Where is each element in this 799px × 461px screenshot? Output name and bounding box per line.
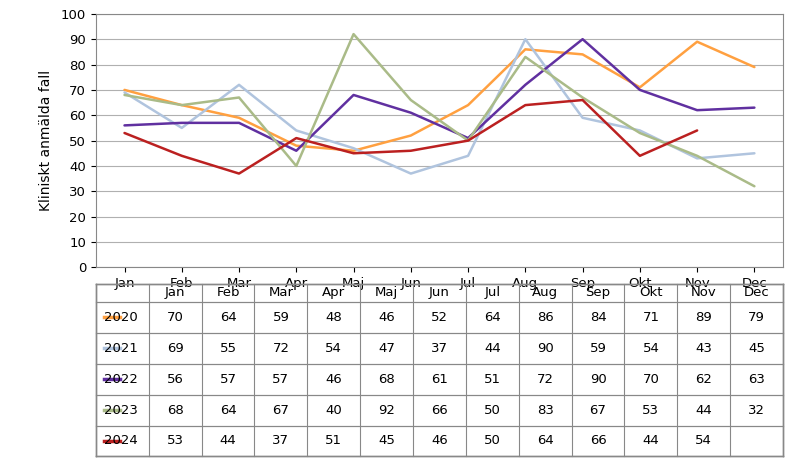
Text: 46: 46 (431, 434, 447, 448)
Text: 54: 54 (325, 342, 342, 355)
Text: 68: 68 (378, 372, 395, 386)
Text: 44: 44 (695, 403, 712, 417)
Text: 84: 84 (590, 311, 606, 324)
Text: 57: 57 (272, 372, 289, 386)
Text: Dec: Dec (744, 286, 769, 299)
Text: 90: 90 (590, 372, 606, 386)
Text: Maj: Maj (375, 286, 398, 299)
Text: 64: 64 (220, 311, 237, 324)
Text: 56: 56 (167, 372, 184, 386)
Text: Aug: Aug (532, 286, 559, 299)
Text: Apr: Apr (322, 286, 345, 299)
Text: 86: 86 (537, 311, 554, 324)
Text: 55: 55 (220, 342, 237, 355)
Text: 40: 40 (325, 403, 342, 417)
Text: 45: 45 (748, 342, 765, 355)
Text: 2024: 2024 (105, 434, 138, 448)
Y-axis label: Kliniskt anmälda fall: Kliniskt anmälda fall (38, 70, 53, 211)
Text: 67: 67 (272, 403, 289, 417)
Text: 54: 54 (642, 342, 659, 355)
Text: 53: 53 (642, 403, 659, 417)
Text: Nov: Nov (691, 286, 717, 299)
Text: 62: 62 (695, 372, 712, 386)
Text: 37: 37 (431, 342, 448, 355)
Text: 70: 70 (642, 372, 659, 386)
Text: Okt: Okt (639, 286, 662, 299)
Text: 68: 68 (167, 403, 184, 417)
Text: 92: 92 (378, 403, 395, 417)
Text: 71: 71 (642, 311, 659, 324)
Text: 72: 72 (272, 342, 289, 355)
Text: 83: 83 (537, 403, 554, 417)
Text: 52: 52 (431, 311, 448, 324)
Text: 63: 63 (748, 372, 765, 386)
Text: 43: 43 (695, 342, 712, 355)
Text: 44: 44 (484, 342, 501, 355)
Text: 79: 79 (748, 311, 765, 324)
Text: 2023: 2023 (105, 403, 138, 417)
Text: 47: 47 (378, 342, 395, 355)
Text: 66: 66 (590, 434, 606, 448)
Text: 59: 59 (272, 311, 289, 324)
Text: 59: 59 (590, 342, 606, 355)
Text: 2020: 2020 (105, 311, 138, 324)
Text: 51: 51 (325, 434, 342, 448)
Text: 57: 57 (220, 372, 237, 386)
Text: Feb: Feb (217, 286, 240, 299)
Text: 70: 70 (167, 311, 184, 324)
Text: 2022: 2022 (105, 372, 138, 386)
Text: 64: 64 (484, 311, 501, 324)
Text: 89: 89 (695, 311, 712, 324)
Text: Jul: Jul (484, 286, 500, 299)
Text: 67: 67 (590, 403, 606, 417)
Text: 37: 37 (272, 434, 289, 448)
Text: 66: 66 (431, 403, 447, 417)
Text: 45: 45 (378, 434, 395, 448)
Text: 51: 51 (484, 372, 501, 386)
Text: 50: 50 (484, 403, 501, 417)
Text: 44: 44 (642, 434, 659, 448)
Text: 54: 54 (695, 434, 712, 448)
Text: 69: 69 (167, 342, 184, 355)
Text: Mar: Mar (268, 286, 293, 299)
Text: 64: 64 (220, 403, 237, 417)
Text: 44: 44 (220, 434, 237, 448)
Text: 50: 50 (484, 434, 501, 448)
Text: Sep: Sep (586, 286, 610, 299)
Text: Jan: Jan (165, 286, 185, 299)
Text: 46: 46 (325, 372, 342, 386)
Text: 72: 72 (537, 372, 554, 386)
Text: 2021: 2021 (105, 342, 138, 355)
Text: 46: 46 (378, 311, 395, 324)
Text: 64: 64 (537, 434, 554, 448)
Text: 32: 32 (748, 403, 765, 417)
Text: 61: 61 (431, 372, 448, 386)
Text: Jun: Jun (429, 286, 450, 299)
Text: 90: 90 (537, 342, 554, 355)
Text: 53: 53 (167, 434, 184, 448)
Text: 48: 48 (325, 311, 342, 324)
